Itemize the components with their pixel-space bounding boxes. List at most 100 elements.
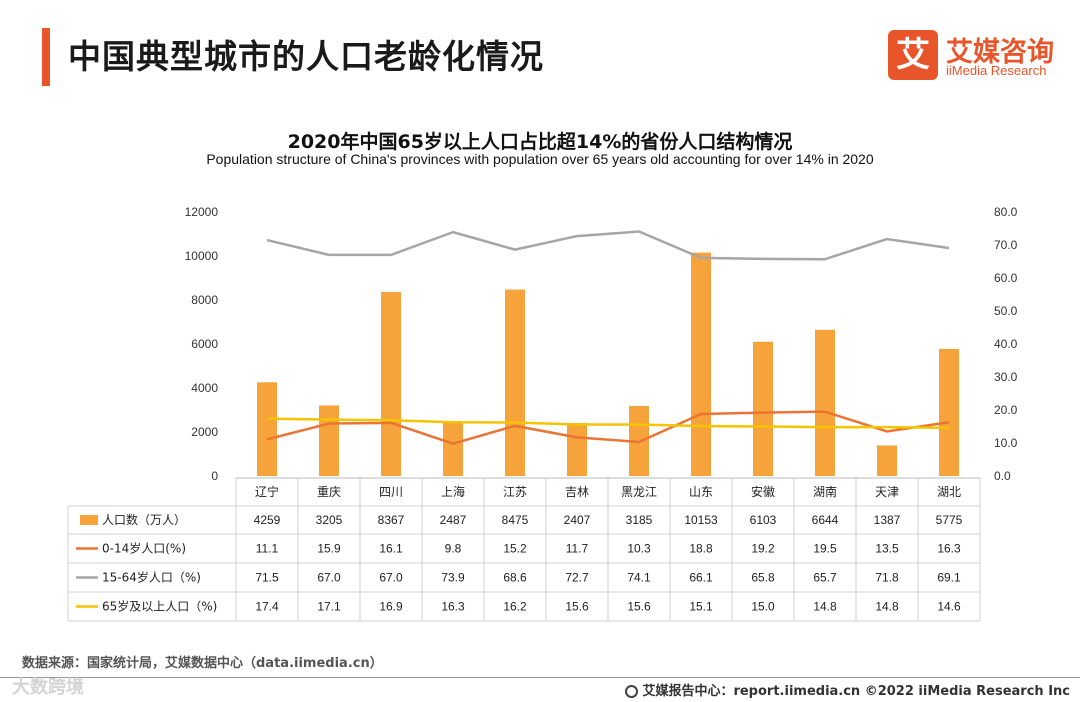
legend-label: 0-14岁人口(%) [102,541,186,556]
table-cell-value: 2407 [564,513,591,527]
legend-label: 65岁及以上人口（%) [102,599,217,614]
y-right-tick-label: 10.0 [994,436,1018,450]
table-cell-value: 15.6 [627,600,651,614]
page-title: 中国典型城市的人口老龄化情况 [68,37,544,76]
data-source: 数据来源：国家统计局，艾媒数据中心（data.iimedia.cn） [22,656,383,671]
legend-key-bar [80,515,98,525]
bar-population [753,341,773,476]
category-label: 吉林 [565,485,589,499]
legend-label: 15-64岁人口（%) [102,570,201,585]
bar-population [319,405,339,476]
title-accent-bar [42,28,50,86]
table-cell-value: 15.1 [689,600,713,614]
footer-divider [0,677,1080,678]
table-cell-value: 8367 [378,513,405,527]
category-label: 湖南 [813,484,837,499]
footer-report: 艾媒报告中心：report.iimedia.cn ©2022 iiMedia R… [625,680,1070,699]
table-cell-value: 3205 [316,513,343,527]
table-cell-value: 14.6 [937,600,961,614]
y-left-tick-label: 12000 [185,205,219,219]
table-cell-value: 10153 [684,513,718,527]
table-cell-value: 65.7 [813,571,837,585]
y-right-tick-label: 40.0 [994,337,1018,351]
table-cell-value: 14.8 [875,600,899,614]
category-label: 重庆 [317,485,341,499]
table-cell-value: 16.2 [503,600,527,614]
table-cell-value: 16.3 [441,600,465,614]
y-right-tick-label: 30.0 [994,370,1018,384]
y-right-tick-label: 50.0 [994,304,1018,318]
table-cell-value: 69.1 [937,571,961,585]
legend-label: 人口数（万人） [102,512,186,527]
table-cell-value: 74.1 [627,571,651,585]
y-left-tick-label: 4000 [191,381,218,395]
bar-population [381,291,401,476]
category-label: 辽宁 [255,484,279,499]
table-cell-value: 10.3 [627,542,651,556]
y-left-tick-label: 10000 [185,249,219,263]
table-cell-value: 67.0 [317,571,341,585]
bar-population [691,252,711,476]
table-cell-value: 16.3 [937,542,961,556]
y-right-tick-label: 80.0 [994,205,1018,219]
table-cell-value: 6644 [812,513,839,527]
table-cell-value: 3185 [626,513,653,527]
table-cell-value: 72.7 [565,571,589,585]
table-cell-value: 17.1 [317,600,341,614]
category-label: 天津 [875,485,899,499]
table-cell-value: 73.9 [441,571,465,585]
chart-title: 2020年中国65岁以上人口占比超14%的省份人口结构情况 [287,131,793,153]
table-cell-value: 2487 [440,513,467,527]
globe-icon [625,685,639,698]
y-left-tick-label: 2000 [191,425,218,439]
table-cell-value: 15.2 [503,542,527,556]
bar-population [815,329,835,476]
y-right-tick-label: 70.0 [994,238,1018,252]
category-label: 四川 [379,485,403,499]
table-cell-value: 19.2 [751,542,775,556]
watermark: 大数跨境 [12,677,84,698]
bar-population [443,421,463,476]
y-left-tick-label: 6000 [191,337,218,351]
table-cell-value: 11.7 [566,542,589,556]
logo-mark-icon: 艾 [888,30,938,80]
category-label: 山东 [689,485,713,499]
category-label: 安徽 [751,484,775,499]
bar-population [505,289,525,476]
y-left-tick-label: 8000 [191,293,218,307]
table-cell-value: 17.4 [255,600,279,614]
table-cell-value: 68.6 [503,571,527,585]
bar-population [939,348,959,476]
y-right-tick-label: 60.0 [994,271,1018,285]
iimedia-logo[interactable]: 艾 艾媒咨询 iiMedia Research [888,30,1068,82]
category-label: 上海 [441,484,465,499]
table-cell-value: 15.0 [751,600,775,614]
bar-population [877,445,897,476]
table-cell-value: 67.0 [379,571,403,585]
chart-subtitle: Population structure of China's province… [206,151,874,167]
table-cell-value: 14.8 [813,600,837,614]
category-label: 江苏 [503,485,527,499]
line-series-3 [266,417,950,430]
footer-report-text: 艾媒报告中心：report.iimedia.cn ©2022 iiMedia R… [642,684,1070,699]
table-cell-value: 1387 [874,513,901,527]
table-cell-value: 15.6 [565,600,589,614]
table-cell-value: 71.5 [255,571,279,585]
logo-chinese-name: 艾媒咨询 [946,37,1054,68]
table-cell-value: 4259 [254,513,281,527]
table-cell-value: 16.9 [379,600,403,614]
table-cell-value: 11.1 [256,542,279,556]
table-cell-value: 15.9 [317,542,341,556]
bar-population [257,382,277,476]
table-cell-value: 8475 [502,513,529,527]
table-cell-value: 66.1 [689,571,713,585]
y-right-tick-label: 20.0 [994,403,1018,417]
table-cell-value: 5775 [936,513,963,527]
table-cell-value: 16.1 [379,542,403,556]
line-series-2 [266,230,950,261]
table-cell-value: 71.8 [875,571,899,585]
table-cell-value: 13.5 [875,542,899,556]
bar-population [567,423,587,476]
logo-english-name: iiMedia Research [946,63,1047,78]
table-cell-value: 18.8 [689,542,713,556]
